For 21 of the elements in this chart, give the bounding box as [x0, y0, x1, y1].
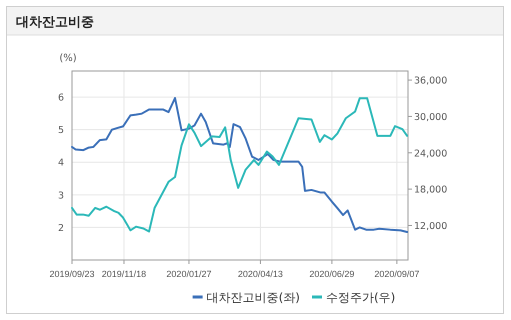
y2-tick-label: 18,000: [414, 184, 448, 196]
y-axis-title: (%): [59, 53, 77, 64]
x-tick-label: 2019/11/18: [102, 269, 146, 279]
x-tick-label: 2019/09/23: [49, 269, 95, 279]
line-series: [71, 97, 408, 233]
legend-label: 수정주가(우): [326, 290, 396, 304]
y2-tick-label: 36,000: [414, 76, 448, 87]
y-tick-label: 6: [58, 92, 64, 104]
x-tick-label: 2020/06/29: [309, 269, 354, 279]
y-tick-label: 4: [58, 158, 64, 169]
y-tick-label: 3: [58, 190, 64, 202]
y2-tick-label: 30,000: [414, 112, 448, 123]
chart-title: 대차잔고비중: [16, 15, 94, 30]
y-tick-label: 5: [58, 125, 64, 136]
x-tick-label: 2020/09/07: [374, 269, 420, 279]
x-tick-label: 2020/04/13: [238, 269, 283, 279]
x-tick-label: 2020/01/27: [166, 269, 212, 279]
y2-tick-label: 12,000: [414, 220, 448, 232]
y-tick-label: 2: [58, 222, 64, 234]
legend-label: 대차잔고비중(좌): [206, 290, 300, 304]
y2-tick-label: 24,000: [414, 148, 448, 160]
